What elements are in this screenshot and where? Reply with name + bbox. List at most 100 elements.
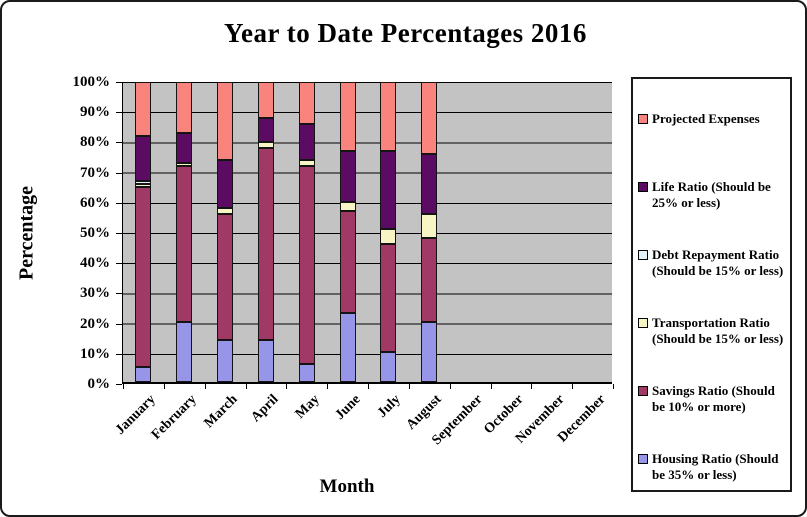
x-tick-mark	[572, 384, 574, 389]
bar-segment	[421, 82, 438, 154]
legend-swatch-icon	[638, 318, 648, 328]
bar-segment	[380, 244, 397, 352]
legend-swatch-icon	[638, 114, 648, 124]
bar-segment	[217, 160, 234, 208]
legend-swatch-icon	[638, 182, 648, 192]
legend-swatch-icon	[638, 250, 648, 260]
bar-segment	[257, 82, 274, 118]
bar-segment	[176, 82, 193, 133]
y-tick-mark	[116, 353, 122, 355]
x-tick-mark	[368, 384, 369, 389]
x-tick-mark	[245, 384, 247, 389]
y-tick-mark	[116, 142, 122, 144]
bar-segment	[217, 214, 234, 340]
legend-item: Projected Expenses	[638, 111, 788, 127]
stacked-bar-may	[298, 82, 315, 382]
x-tick-mark	[286, 384, 288, 389]
y-tick-label: 10%	[80, 345, 110, 362]
y-tick-mark	[116, 323, 122, 325]
legend-label: Debt Repayment Ratio (Should be 15% or l…	[652, 247, 784, 278]
bar-segment	[421, 322, 438, 382]
bar-segment	[380, 151, 397, 229]
bar-segment	[257, 340, 274, 382]
stacked-bar-august	[421, 82, 438, 382]
bar-segment	[298, 364, 315, 382]
bar-segment	[339, 211, 356, 313]
y-tick-label: 70%	[80, 164, 110, 181]
bar-segment	[339, 82, 356, 151]
bar-segment	[217, 82, 234, 160]
bar-segment	[339, 151, 356, 202]
bar-segment	[135, 367, 152, 382]
y-tick-label: 90%	[80, 104, 110, 121]
legend-item: Life Ratio (Should be 25% or less)	[638, 179, 788, 211]
bar-segment	[135, 187, 152, 367]
bar-segment	[257, 148, 274, 340]
x-tick-mark	[613, 384, 614, 389]
legend-item: Savings Ratio (Should be 10% or more)	[638, 383, 788, 415]
x-tick-mark	[163, 384, 165, 389]
legend-label: Savings Ratio (Should be 10% or more)	[652, 383, 775, 414]
x-tick-mark	[490, 384, 492, 389]
chart-title: Year to Date Percentages 2016	[224, 18, 587, 48]
y-tick-label: 30%	[80, 285, 110, 302]
y-tick-mark	[116, 233, 122, 234]
bar-segment	[339, 313, 356, 382]
legend-item: Debt Repayment Ratio (Should be 15% or l…	[638, 247, 788, 279]
bar-segment	[135, 136, 152, 181]
bar-segment	[298, 166, 315, 364]
bar-segment	[298, 82, 315, 124]
bar-segment	[217, 340, 234, 382]
bar-segment	[298, 124, 315, 160]
stacked-bar-april	[257, 82, 274, 382]
bar-segment	[135, 184, 152, 187]
legend-swatch-icon	[638, 454, 648, 464]
bar-segment	[176, 163, 193, 166]
y-tick-label: 20%	[80, 315, 110, 332]
bar-segment	[380, 352, 397, 382]
bar-segment	[298, 160, 315, 166]
stacked-bar-march	[217, 82, 234, 382]
bar-segment	[421, 214, 438, 238]
bar-segment	[176, 133, 193, 163]
legend-box: Projected Expenses Life Ratio (Should be …	[631, 77, 792, 492]
y-tick-label: 60%	[80, 194, 110, 211]
y-tick-mark	[116, 202, 122, 204]
y-tick-mark	[116, 263, 122, 265]
bar-segment	[176, 322, 193, 382]
y-tick-label: 100%	[72, 74, 111, 90]
legend-label: Housing Ratio (Should be 35% or less)	[652, 451, 779, 482]
y-tick-mark	[116, 384, 122, 385]
legend-item: Housing Ratio (Should be 35% or less)	[638, 451, 788, 483]
x-tick-mark	[123, 384, 124, 389]
bar-segment	[339, 202, 356, 211]
stacked-bar-january	[135, 82, 152, 382]
legend-label: Transportation Ratio (Should be 15% or l…	[652, 315, 784, 346]
bar-segment	[176, 166, 193, 322]
x-axis-title: Month	[319, 476, 375, 497]
y-tick-mark	[116, 293, 122, 295]
plot-area	[116, 82, 614, 389]
x-tick-mark	[204, 384, 206, 389]
bar-segment	[380, 82, 397, 151]
stacked-bar-july	[380, 82, 397, 382]
stacked-bar-february	[176, 82, 193, 382]
legend-item: Transportation Ratio (Should be 15% or l…	[638, 315, 788, 347]
y-tick-mark	[116, 82, 122, 83]
x-tick-mark	[531, 384, 533, 389]
x-tick-mark	[327, 384, 329, 389]
y-tick-mark	[116, 112, 122, 114]
bar-segment	[421, 154, 438, 214]
bar-segment	[257, 142, 274, 148]
y-axis-title: Percentage	[15, 185, 38, 281]
bar-segment	[217, 208, 234, 214]
legend-swatch-icon	[638, 386, 648, 396]
bar-segment	[135, 82, 152, 136]
y-tick-label: 0%	[87, 376, 111, 392]
bar-segment	[135, 181, 152, 184]
stacked-bar-june	[339, 82, 356, 382]
legend-label: Life Ratio (Should be 25% or less)	[652, 179, 771, 210]
x-tick-mark	[449, 384, 451, 389]
y-tick-label: 40%	[80, 255, 110, 272]
